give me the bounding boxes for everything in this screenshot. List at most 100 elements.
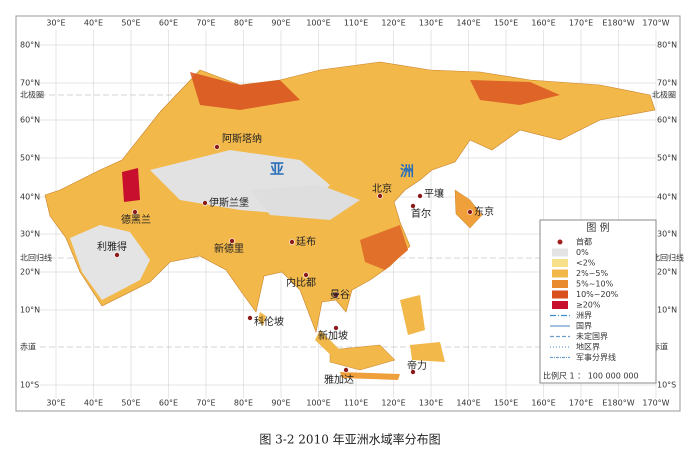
lon-label: 110°E	[344, 19, 368, 28]
capital-marker	[343, 367, 349, 373]
borneo	[329, 344, 396, 371]
legend-swatch	[552, 290, 568, 299]
city-label: 科伦坡	[254, 315, 284, 328]
capital-marker	[214, 144, 220, 150]
legend: 图 例 首都0% <2%2%~5% 5%~10%10%~20% ≥20%洲界国界未定国…	[539, 219, 657, 384]
legend-swatch	[552, 280, 568, 288]
city-label: 北京	[372, 182, 392, 195]
city-label: 伊斯兰堡	[209, 196, 249, 209]
legend-label: ≥20%	[576, 301, 601, 310]
lon-label: 120°E	[381, 399, 405, 408]
legend-label: 0%	[576, 248, 589, 257]
lon-label: 30°E	[46, 399, 65, 408]
caspian-sea	[122, 168, 140, 202]
high-water-area	[360, 225, 408, 270]
city-label: 阿斯塔纳	[222, 132, 262, 145]
lon-label: 110°E	[344, 399, 368, 408]
lat-label: 60°N	[657, 116, 677, 125]
line-label: 北极圈	[652, 90, 676, 100]
region-label: 洲	[400, 164, 414, 180]
sri-lanka	[258, 312, 266, 326]
city-label: 内比都	[286, 276, 316, 289]
lat-label: 80°N	[20, 41, 40, 50]
lon-label: 50°E	[121, 19, 140, 28]
lon-label: 50°E	[121, 399, 140, 408]
lon-label: 160°E	[531, 19, 555, 28]
arid-area	[250, 185, 360, 220]
capital-marker	[333, 325, 339, 331]
lon-label: 70°E	[196, 19, 215, 28]
lon-label: 130°E	[419, 19, 443, 28]
capital-marker	[247, 315, 253, 321]
legend-swatch	[552, 248, 568, 257]
lon-label: 60°E	[159, 19, 178, 28]
lat-label: 60°N	[20, 116, 40, 125]
sumatra	[315, 330, 345, 362]
lon-label: 120°E	[381, 19, 405, 28]
lon-label: 140°E	[456, 399, 480, 408]
legend-swatch	[552, 269, 568, 278]
lon-label: 130°E	[419, 399, 443, 408]
lat-label: 10°S	[20, 381, 39, 390]
capital-marker	[417, 193, 423, 199]
lon-label: 90°E	[271, 19, 290, 28]
legend-label: 10%~20%	[576, 290, 619, 299]
lon-label: 30°E	[46, 19, 65, 28]
legend-label: 首都	[576, 237, 592, 247]
city-label: 利雅得	[97, 240, 127, 253]
lat-label: 40°N	[20, 193, 40, 202]
lat-label: 10°S	[657, 381, 676, 390]
legend-title: 图 例	[586, 221, 609, 234]
lon-label: 80°E	[234, 19, 253, 28]
lon-label: E180°W	[602, 399, 634, 408]
map-labels: 30°E 30°E 40°E 40°E 50°E 50°E 60°E 60°E 70°E 70°E…	[20, 19, 684, 408]
legend-swatch	[552, 259, 568, 267]
lon-label: 140°E	[456, 19, 480, 28]
city-label: 东京	[474, 205, 494, 218]
philippines	[400, 295, 425, 335]
city-label: 雅加达	[324, 373, 354, 386]
high-water-area	[470, 80, 560, 105]
line-label: 北回归线	[652, 253, 684, 263]
high-water-area	[190, 72, 300, 110]
city-label: 首尔	[411, 207, 431, 220]
capital-marker	[289, 239, 295, 245]
arid-area	[70, 225, 150, 300]
lat-label: 20°N	[20, 268, 40, 277]
legend-items: 首都0% <2%2%~5% 5%~10%10%~20% ≥20%洲界国界未定国界地区界…	[550, 237, 619, 362]
region-label: 亚	[270, 162, 284, 178]
legend-label: 2%~5%	[576, 269, 608, 278]
lat-label: 30°N	[20, 230, 40, 239]
lat-label: 70°N	[657, 79, 677, 88]
scale-bar: 比例尺 1 ： 100 000 000	[543, 371, 639, 381]
capital-marker	[467, 209, 473, 215]
line-label: 北极圈	[20, 90, 44, 100]
figure-caption: 图 3-2 2010 年亚洲水域率分布图	[259, 432, 440, 447]
city-label: 平壤	[424, 187, 444, 200]
lat-label: 50°N	[657, 154, 677, 163]
legend-label: 洲界	[576, 311, 592, 320]
lat-label: 80°N	[657, 41, 677, 50]
capital-marker	[410, 369, 416, 375]
lon-label: 100°E	[306, 399, 330, 408]
lon-label: 100°E	[306, 19, 330, 28]
landmass	[44, 61, 656, 380]
line-label: 赤道	[652, 342, 668, 352]
legend-label: <2%	[576, 259, 596, 268]
lat-label: 30°N	[657, 230, 677, 239]
lon-label: 170°W	[642, 399, 669, 408]
lon-label: 170°E	[569, 399, 593, 408]
lon-label: 40°E	[84, 19, 103, 28]
lon-label: 80°E	[234, 399, 253, 408]
legend-label: 军事分界线	[576, 352, 616, 362]
lon-label: 150°E	[494, 19, 518, 28]
sulawesi	[410, 342, 445, 362]
city-label: 廷布	[296, 236, 316, 248]
lat-label: 20°N	[657, 268, 677, 277]
lon-label: 170°W	[642, 19, 669, 28]
capital-marker	[114, 252, 120, 258]
city-label: 帝力	[407, 359, 427, 372]
city-label: 新德里	[214, 242, 244, 255]
line-label: 北回归线	[20, 253, 52, 263]
